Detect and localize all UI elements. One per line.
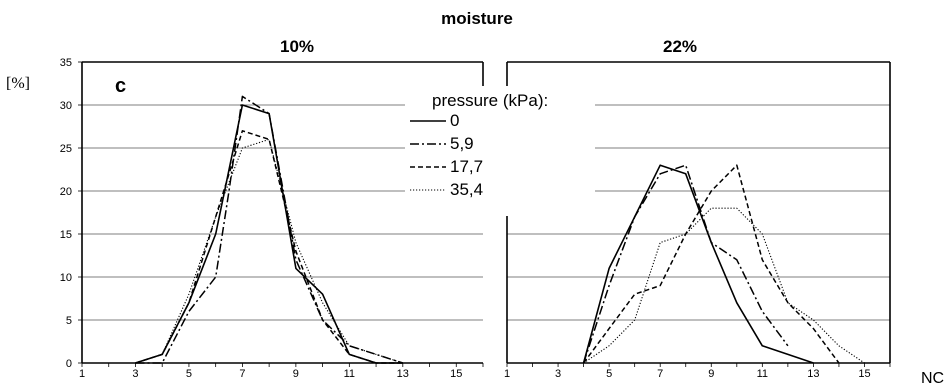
x-tick-label: 3 bbox=[555, 368, 561, 380]
x-tick-label: 7 bbox=[657, 368, 663, 380]
y-tick-label: 15 bbox=[60, 229, 72, 241]
y-axis-label: [%] bbox=[6, 75, 30, 92]
series-line-dashdot bbox=[135, 95, 404, 364]
series-line-dashdot bbox=[582, 164, 789, 364]
legend-item-label: 35,4 bbox=[450, 180, 483, 199]
right-panel-series bbox=[582, 164, 865, 364]
series-line-dotted bbox=[135, 138, 403, 364]
y-tick-label: 10 bbox=[60, 272, 72, 284]
x-tick-label: 1 bbox=[504, 368, 510, 380]
panel-title-right: 22% bbox=[663, 37, 697, 56]
x-tick-label: 13 bbox=[397, 368, 409, 380]
legend-title: pressure (kPa): bbox=[432, 91, 548, 110]
x-tick-label: 5 bbox=[606, 368, 612, 380]
panel-letter: c bbox=[115, 75, 126, 97]
x-tick-label: 7 bbox=[239, 368, 245, 380]
legend-item-label: 0 bbox=[450, 111, 459, 130]
y-tick-label: 5 bbox=[66, 315, 72, 327]
legend-item-label: 17,7 bbox=[450, 157, 483, 176]
legend: pressure (kPa): 0 5,9 17,7 35,4 bbox=[405, 86, 595, 216]
y-tick-label: 30 bbox=[60, 100, 72, 112]
panel-title-left: 10% bbox=[280, 37, 314, 56]
x-tick-label: 11 bbox=[757, 368, 768, 380]
y-tick-label: 0 bbox=[66, 358, 72, 370]
series-line-dashed bbox=[135, 130, 403, 364]
legend-background bbox=[405, 86, 595, 216]
series-line-dotted bbox=[583, 207, 865, 364]
x-tick-label: 11 bbox=[344, 368, 355, 380]
x-tick-label: 1 bbox=[79, 368, 85, 380]
y-tick-labels: 0 5 10 15 20 25 30 35 bbox=[60, 57, 82, 370]
legend-item-label: 5,9 bbox=[450, 134, 474, 153]
x-tick-label: 15 bbox=[858, 368, 870, 380]
x-axis-label: NC bbox=[921, 370, 944, 387]
x-tick-label: 15 bbox=[450, 368, 462, 380]
series-line-dashed bbox=[582, 164, 840, 364]
x-tick-label: 5 bbox=[186, 368, 192, 380]
series-line-solid bbox=[582, 164, 814, 364]
x-tick-label: 3 bbox=[132, 368, 138, 380]
left-panel-grid bbox=[81, 61, 484, 364]
x-tick-label: 13 bbox=[807, 368, 819, 380]
left-panel-series bbox=[135, 95, 404, 364]
x-tick-labels-left: 1 3 5 7 9 11 13 15 bbox=[79, 363, 484, 380]
y-tick-label: 35 bbox=[60, 57, 72, 69]
x-tick-label: 9 bbox=[708, 368, 714, 380]
chart-title: moisture bbox=[441, 9, 513, 28]
y-tick-label: 25 bbox=[60, 143, 72, 155]
y-tick-label: 20 bbox=[60, 186, 72, 198]
x-tick-label: 9 bbox=[293, 368, 299, 380]
x-tick-labels-right: 1 3 5 7 9 11 13 15 bbox=[504, 363, 891, 380]
